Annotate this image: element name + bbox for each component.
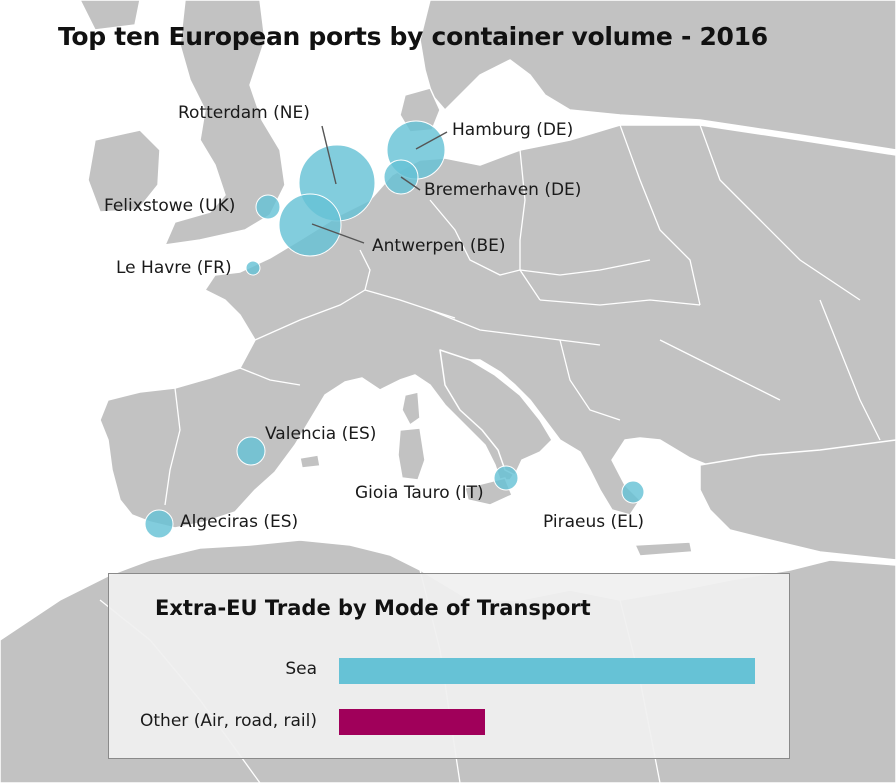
port-label-hamburg: Hamburg (DE) <box>452 120 574 140</box>
port-label-antwerpen: Antwerpen (BE) <box>372 236 506 256</box>
great-britain-landmass <box>164 0 286 246</box>
port-bubble-gioia-tauro <box>493 465 519 491</box>
bar-sea <box>339 658 755 684</box>
port-bubbles <box>144 120 645 539</box>
port-label-rotterdam: Rotterdam (NE) <box>178 103 310 123</box>
scandinavia-landmass <box>419 0 896 151</box>
northwest-landmass <box>79 0 141 31</box>
trade-mode-inset-chart: Extra-EU Trade by Mode of Transport Sea … <box>108 573 790 759</box>
ireland-landmass <box>87 129 161 213</box>
bar-label-sea: Sea <box>285 659 317 679</box>
map-title: Top ten European ports by container volu… <box>58 22 768 51</box>
bar-other <box>339 709 485 735</box>
italy-landmass <box>439 349 553 476</box>
inset-chart-title: Extra-EU Trade by Mode of Transport <box>155 596 591 620</box>
port-label-valencia: Valencia (ES) <box>265 424 377 444</box>
port-bubble-piraeus <box>621 480 645 504</box>
crete-landmass <box>634 541 693 557</box>
leader-lines <box>311 125 448 244</box>
anatolia-landmass <box>699 439 896 561</box>
bar-label-other: Other (Air, road, rail) <box>140 711 317 731</box>
port-label-piraeus: Piraeus (EL) <box>543 512 644 532</box>
corsica-landmass <box>401 391 421 426</box>
port-bubble-algeciras <box>144 509 174 539</box>
port-label-bremerhaven: Bremerhaven (DE) <box>424 180 582 200</box>
port-label-le-havre: Le Havre (FR) <box>116 258 232 278</box>
balearic-islands <box>299 454 321 469</box>
sardinia-landmass <box>397 427 426 481</box>
port-label-felixstowe: Felixstowe (UK) <box>104 196 236 216</box>
port-bubble-le-havre <box>245 260 261 276</box>
port-label-gioia-tauro: Gioia Tauro (IT) <box>355 483 484 503</box>
port-label-algeciras: Algeciras (ES) <box>180 512 299 532</box>
port-bubble-antwerpen <box>278 193 342 257</box>
port-bubble-felixstowe <box>255 194 281 220</box>
port-bubble-valencia <box>236 436 266 466</box>
